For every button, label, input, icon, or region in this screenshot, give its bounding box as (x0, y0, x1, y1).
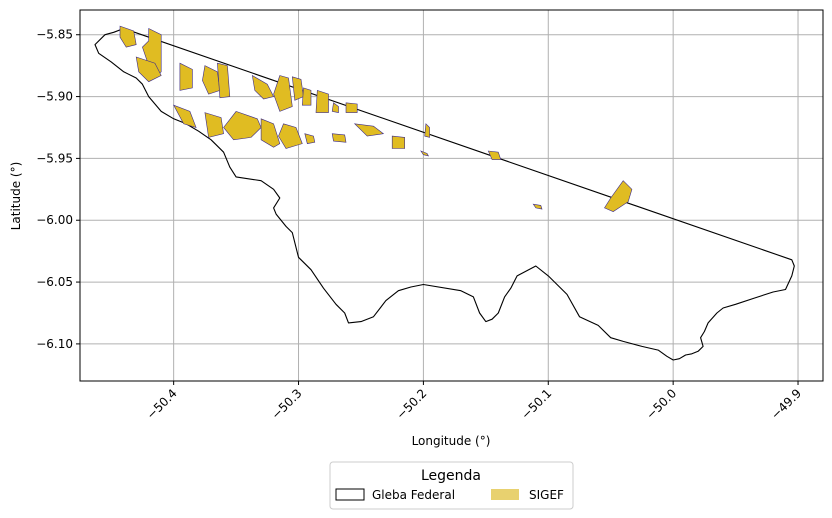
legend-title: Legenda (421, 468, 481, 484)
y-axis-label: Latitude (°) (9, 162, 23, 231)
sigef-parcel (119, 25, 137, 48)
y-tick-label: −6.00 (36, 213, 73, 227)
y-tick-label: −5.85 (36, 28, 73, 42)
sigef-parcel (179, 62, 193, 91)
legend-label-gleba: Gleba Federal (372, 488, 455, 502)
grid-lines (80, 10, 823, 381)
x-axis-label: Longitude (°) (412, 434, 491, 448)
legend-swatch-gleba (335, 488, 365, 501)
sigef-parcel (604, 180, 633, 212)
sigef-parcel (532, 203, 543, 210)
sigef-parcel (331, 133, 347, 143)
sigef-parcel (391, 135, 406, 149)
sigef-parcel (251, 74, 275, 100)
sigef-parcel (420, 150, 429, 157)
sigef-parcel (304, 133, 316, 144)
sigef-parcel (487, 150, 502, 160)
sigef-parcel (202, 65, 221, 95)
sigef-parcel (331, 102, 339, 113)
sigef-parcel (260, 118, 281, 148)
sigef-parcel (345, 102, 358, 113)
sigef-parcel (217, 62, 231, 99)
sigef-parcel (315, 89, 329, 113)
map-layers (94, 25, 795, 361)
sigef-parcel (135, 56, 162, 83)
y-tick-label: −6.05 (36, 275, 73, 289)
sigef-parcel (273, 75, 293, 112)
y-tick-label: −5.95 (36, 151, 73, 165)
sigef-parcel (301, 87, 312, 106)
sigef-parcel (223, 111, 262, 141)
sigef-parcel (173, 104, 197, 128)
legend-swatch-sigef (491, 489, 519, 500)
legend-label-sigef: SIGEF (529, 488, 564, 502)
y-tick-label: −6.10 (36, 337, 73, 351)
sigef-parcel (278, 123, 303, 149)
sigef-parcel (424, 123, 430, 138)
plot-frame (79, 9, 824, 382)
y-tick-label: −5.90 (36, 90, 73, 104)
gleba-federal-boundary (94, 27, 795, 361)
legend: Legenda Gleba Federal SIGEF (329, 461, 574, 510)
sigef-parcel (204, 112, 224, 138)
sigef-parcel (353, 123, 385, 137)
